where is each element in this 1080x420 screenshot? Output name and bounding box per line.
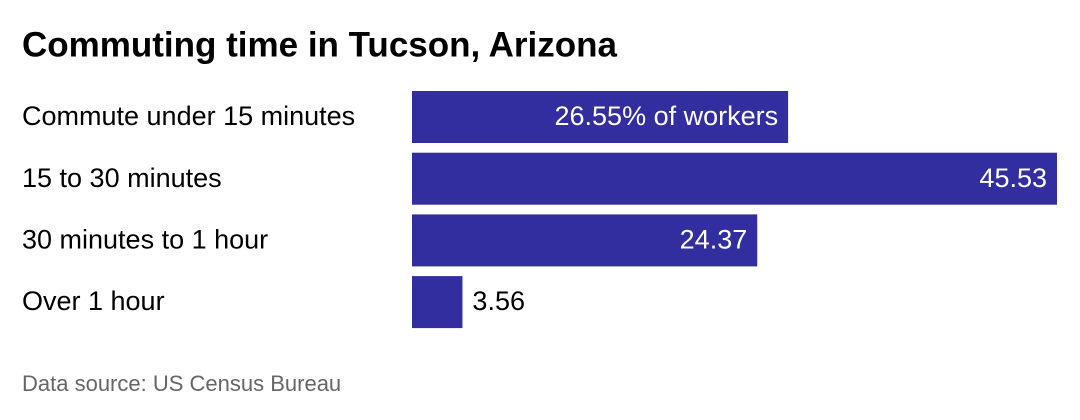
value-label: 24.37 — [680, 225, 748, 255]
chart-title: Commuting time in Tucson, Arizona — [22, 25, 618, 64]
source-note: Data source: US Census Bureau — [22, 371, 341, 396]
category-label: 15 to 30 minutes — [22, 163, 222, 193]
bar — [412, 91, 789, 143]
bar — [412, 276, 463, 329]
category-label: Commute under 15 minutes — [22, 101, 355, 131]
value-label: 45.53 — [979, 163, 1047, 193]
bar — [412, 152, 1057, 205]
category-label: Over 1 hour — [22, 286, 165, 316]
value-label: 26.55% of workers — [555, 101, 779, 131]
bar — [412, 214, 758, 267]
category-label: 30 minutes to 1 hour — [22, 225, 268, 255]
value-label: 3.56 — [472, 286, 525, 316]
